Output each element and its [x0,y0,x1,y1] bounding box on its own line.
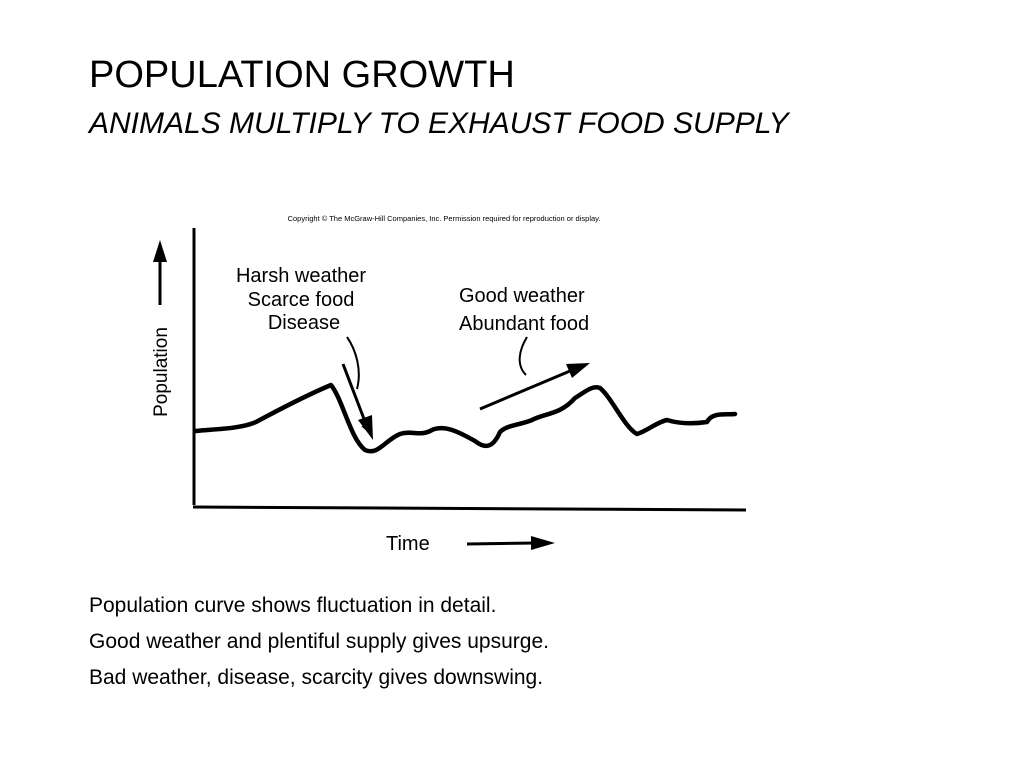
note-line: Good weather and plentiful supply gives … [89,630,549,653]
leader-line-good [518,336,528,376]
x-axis-arrow-icon [466,541,536,546]
downswing-arrow-head-icon [358,415,373,440]
note-line: Bad weather, disease, scarcity gives dow… [89,666,544,689]
slide-title: POPULATION GROWTH [89,54,515,96]
copyright-notice: Copyright © The McGraw-Hill Companies, I… [288,214,601,223]
upsurge-arrow-head-icon [566,363,590,378]
y-axis-arrow-head-icon [153,240,167,262]
leader-line-bad [346,336,360,390]
notes-list: Population curve shows fluctuation in de… [89,588,549,696]
note-line: Population curve shows fluctuation in de… [89,594,497,617]
population-curve [193,382,738,454]
x-axis-label: Time [386,533,430,555]
slide-subtitle: ANIMALS MULTIPLY TO EXHAUST FOOD SUPPLY [89,107,789,140]
x-axis [192,505,747,512]
annotation-good-weather: Good weather [459,285,585,307]
annotation-abundant-food: Abundant food [459,313,589,335]
x-axis-arrow-head-icon [531,536,555,550]
annotation-harsh-weather: Harsh weather [236,265,366,287]
y-axis-label: Population [151,327,172,417]
annotation-disease: Disease [268,312,340,334]
annotation-scarce-food: Scarce food [248,289,355,311]
upsurge-arrow-icon [479,369,571,411]
